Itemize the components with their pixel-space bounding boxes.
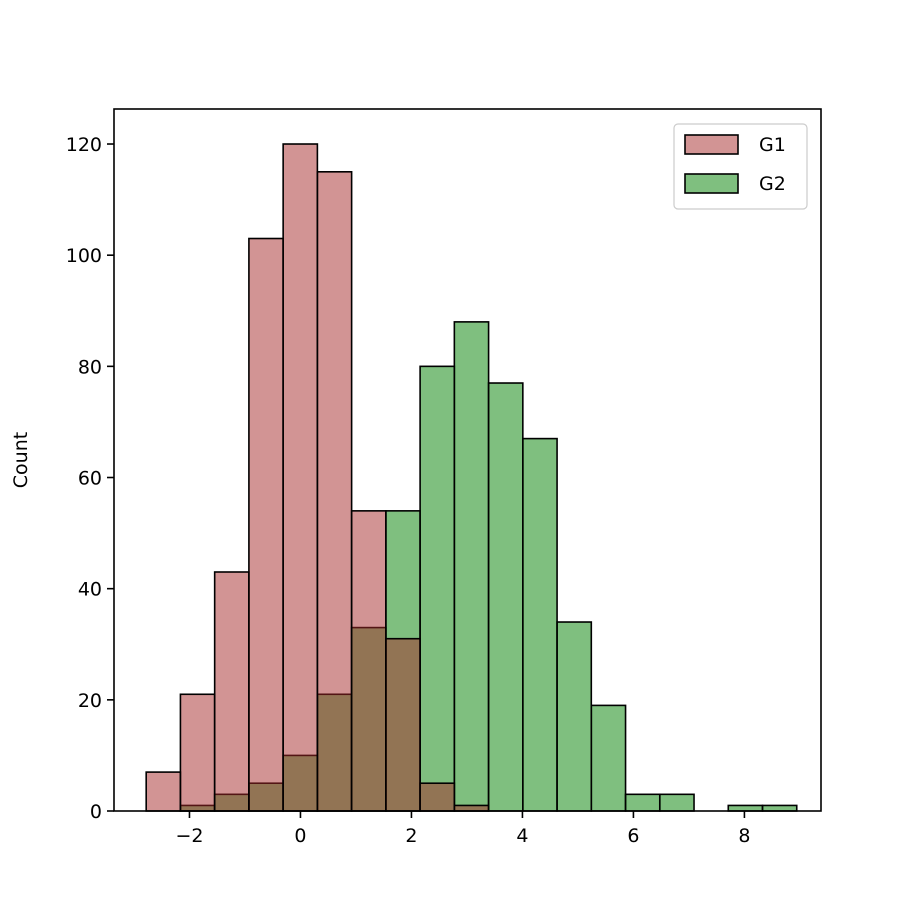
bar-g1-9 bbox=[453, 804, 490, 812]
bar-g2-9 bbox=[453, 321, 490, 812]
bar-g1-0 bbox=[145, 771, 182, 812]
y-tick-label: 60 bbox=[78, 468, 102, 490]
y-axis-label: Count bbox=[10, 432, 32, 488]
bar-g1-3 bbox=[248, 237, 284, 812]
bar-g2-14 bbox=[624, 793, 661, 812]
bar-g1-6 bbox=[350, 510, 387, 812]
bar-g1-8 bbox=[419, 782, 456, 812]
bar-g2-10 bbox=[487, 382, 524, 812]
bar-g2-17 bbox=[727, 804, 764, 812]
y-tick-label: 40 bbox=[78, 579, 102, 601]
y-tick-label: 100 bbox=[66, 245, 102, 267]
y-tick-label: 80 bbox=[78, 356, 102, 378]
bar-g1-5 bbox=[316, 171, 353, 812]
bar-g2-11 bbox=[522, 437, 558, 812]
y-tick-label: 0 bbox=[90, 801, 102, 823]
x-axis: −2 0 2 4 6 8 bbox=[175, 811, 750, 847]
x-tick-label: 4 bbox=[516, 825, 528, 847]
bar-g2-18 bbox=[761, 804, 798, 812]
legend-label-g1: G1 bbox=[759, 134, 786, 156]
legend-swatch-g1 bbox=[684, 134, 739, 155]
y-tick-label: 120 bbox=[66, 134, 102, 156]
bar-g2-12 bbox=[556, 621, 593, 812]
bar-g1-2 bbox=[213, 571, 250, 812]
legend-swatch-g2 bbox=[684, 173, 739, 194]
x-tick-label: 8 bbox=[738, 825, 750, 847]
bar-g2-15 bbox=[658, 793, 695, 812]
y-axis: 0 20 40 60 80 100 120 bbox=[66, 134, 114, 823]
legend-label-g2: G2 bbox=[759, 173, 786, 195]
bar-g1-4 bbox=[282, 143, 319, 812]
bar-g1-7 bbox=[385, 637, 421, 812]
bar-g1-1 bbox=[179, 693, 216, 812]
legend: G1 G2 bbox=[673, 123, 808, 210]
x-tick-label: 6 bbox=[627, 825, 639, 847]
bar-g2-8 bbox=[419, 365, 456, 812]
x-tick-label: 0 bbox=[294, 825, 306, 847]
y-tick-label: 20 bbox=[78, 690, 102, 712]
plot-frame bbox=[113, 108, 822, 812]
x-tick-label: 2 bbox=[405, 825, 417, 847]
x-tick-label: −2 bbox=[175, 825, 203, 847]
bar-g2-13 bbox=[590, 704, 627, 812]
